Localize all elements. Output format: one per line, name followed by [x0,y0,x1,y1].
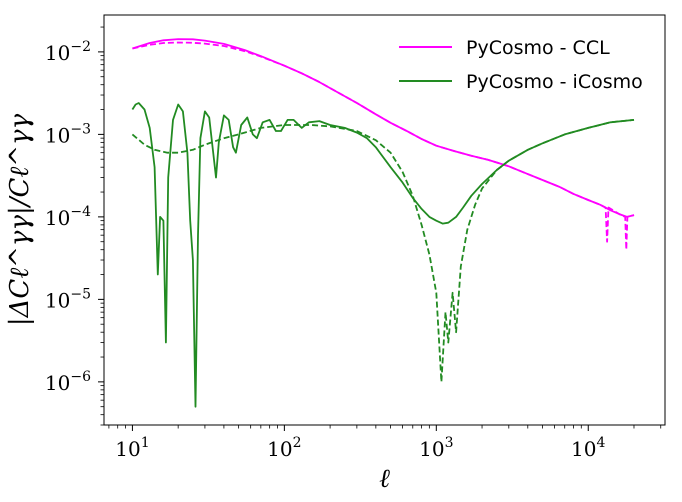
legend-label-pycosmo-icosmo: PyCosmo - iCosmo [466,71,643,93]
x-tick-label: 104 [571,435,605,461]
x-tick-label: 102 [267,435,301,461]
y-tick-label: 10−4 [45,204,91,230]
series-0-solid-line [132,38,635,218]
y-tick-label: 10−6 [45,369,91,395]
x-tick-label: 101 [115,435,149,461]
x-tick-label: 103 [419,435,453,461]
ticks-layer: 101 102 103 104 10−6 10−5 10−4 10−3 10−2 [45,26,662,461]
plot-frame [103,14,666,426]
x-axis-label: ℓ [379,464,390,494]
series-layer [131,38,635,408]
y-tick-label: 10−3 [45,121,91,147]
y-tick-label: 10−2 [45,39,91,65]
series-3-dashed-line [131,119,635,383]
y-axis-label: |ΔCℓ^γγ|/Cℓ^γγ [5,113,35,326]
series-2-solid-line [131,102,635,408]
legend-label-pycosmo-ccl: PyCosmo - CCL [466,37,610,59]
legend: PyCosmo - CCL PyCosmo - iCosmo [399,37,643,93]
series-1-dashed-line [132,41,635,251]
y-tick-label: 10−5 [45,286,91,312]
